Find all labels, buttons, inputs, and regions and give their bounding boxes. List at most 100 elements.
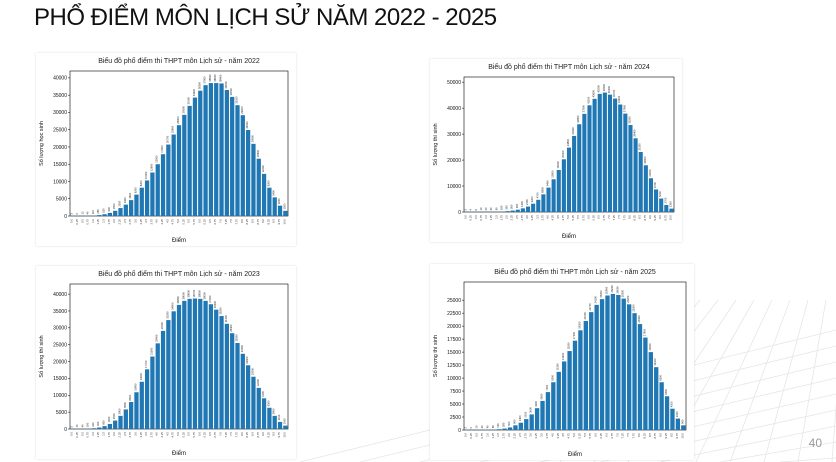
- data-label: 24200: [626, 295, 630, 303]
- bar: [602, 92, 607, 212]
- data-label: 900: [515, 203, 519, 208]
- bar: [261, 173, 267, 216]
- bar: [150, 172, 155, 216]
- bar: [283, 425, 288, 429]
- data-label: 26000: [615, 286, 619, 294]
- y-tick-label: 40000: [447, 106, 461, 112]
- x-tick-label: 9.75: [663, 215, 667, 221]
- y-tick-label: 10000: [447, 376, 461, 382]
- data-label: 900: [680, 419, 684, 424]
- bar: [529, 414, 534, 430]
- bar: [267, 187, 272, 216]
- x-tick-label: 7.75: [234, 432, 238, 438]
- bar: [144, 180, 150, 216]
- bar: [277, 421, 283, 429]
- x-tick-label: 0.75: [480, 433, 484, 439]
- x-tick-label: 2.0: [507, 433, 511, 437]
- data-label: 18900: [245, 356, 249, 364]
- bar: [520, 208, 525, 212]
- bar: [224, 89, 229, 216]
- bar: [107, 212, 113, 216]
- data-label: 38700: [192, 289, 196, 297]
- bar: [150, 356, 155, 429]
- data-label: 3200: [530, 196, 534, 202]
- x-tick-label: 5.5: [187, 432, 191, 436]
- data-label: 15: [75, 424, 79, 427]
- data-label: 6: [474, 208, 478, 210]
- bar: [272, 415, 277, 429]
- x-tick-label: 6.0: [594, 433, 598, 437]
- bar: [561, 159, 566, 212]
- x-tick-label: 3.5: [540, 433, 544, 437]
- data-label: 110: [91, 209, 95, 214]
- data-label: 4100: [669, 401, 673, 407]
- bar: [214, 83, 219, 216]
- x-tick-label: 3.5: [144, 432, 148, 436]
- data-label: 850: [102, 420, 106, 425]
- data-label: 3900: [272, 408, 276, 414]
- data-label: 10: [475, 425, 479, 428]
- data-label: 26300: [176, 116, 180, 124]
- data-label: 280: [502, 422, 506, 427]
- data-label: 4700: [535, 192, 539, 198]
- data-label: 23100: [638, 143, 642, 151]
- data-label: 25500: [234, 334, 238, 342]
- y-tick-label: 0: [458, 210, 461, 216]
- x-tick-label: 5.5: [583, 433, 587, 437]
- x-tick-label: 2.25: [512, 433, 516, 439]
- y-tick-label: 25000: [53, 342, 67, 348]
- x-tick-label: 9.75: [675, 433, 679, 439]
- x-tick-label: 9.25: [266, 219, 270, 225]
- data-label: 12600: [551, 170, 555, 178]
- x-tick-label: 6.5: [604, 433, 608, 437]
- x-tick-label: 4.5: [561, 433, 565, 437]
- x-tick-label: 5.0: [566, 215, 570, 219]
- x-tick-label: 10.0: [668, 215, 672, 221]
- bar: [155, 343, 160, 429]
- x-tick-label: 1.25: [96, 219, 100, 225]
- x-tick-label: 8.75: [256, 432, 260, 438]
- x-tick-label: 7.5: [229, 432, 233, 436]
- bar: [102, 426, 107, 429]
- x-tick-label: 0.5: [475, 433, 479, 437]
- data-label: 38000: [181, 292, 185, 300]
- y-tick-label: 5000: [56, 197, 67, 203]
- bar: [659, 382, 664, 430]
- bar: [123, 204, 128, 216]
- data-label: 36300: [197, 81, 201, 89]
- bar: [540, 400, 545, 430]
- x-tick-label: 1.25: [489, 215, 493, 221]
- x-tick-label: 7.25: [621, 433, 625, 439]
- x-tick-label: 5.0: [176, 219, 180, 223]
- data-label: 9200: [550, 374, 554, 380]
- bar: [669, 208, 674, 212]
- x-tick-label: 0.5: [80, 219, 84, 223]
- x-tick-label: 0.5: [474, 215, 478, 219]
- x-tick-label: 1.5: [102, 432, 106, 436]
- bar: [536, 199, 541, 212]
- bar: [176, 125, 182, 216]
- x-tick-label: 7.0: [219, 432, 223, 436]
- x-tick-label: 9.75: [277, 219, 281, 225]
- data-label: 40: [489, 207, 493, 210]
- data-label: 1300: [668, 201, 672, 207]
- data-label: 9100: [261, 390, 265, 396]
- bar: [251, 143, 256, 216]
- bar: [497, 429, 502, 430]
- x-tick-label: 1.25: [491, 433, 495, 439]
- data-label: 5: [469, 426, 473, 428]
- x-tick-label: 6.25: [203, 432, 207, 438]
- data-label: 8000: [128, 394, 132, 400]
- x-tick-label: 2.25: [510, 215, 514, 221]
- data-label: 1000: [282, 418, 286, 424]
- x-tick-label: 2.75: [523, 433, 527, 439]
- x-tick-label: 9.5: [658, 215, 662, 219]
- x-tick-label: 3.25: [534, 433, 538, 439]
- x-tick-label: 8.5: [250, 219, 254, 223]
- x-tick-label: 4.25: [556, 433, 560, 439]
- x-tick-label: 7.0: [607, 215, 611, 219]
- x-tick-label: 4.25: [160, 219, 164, 225]
- y-axis-label: Số lượng thí sinh: [39, 335, 45, 377]
- y-tick-label: 7500: [450, 389, 461, 395]
- x-tick-label: 10.0: [680, 433, 684, 439]
